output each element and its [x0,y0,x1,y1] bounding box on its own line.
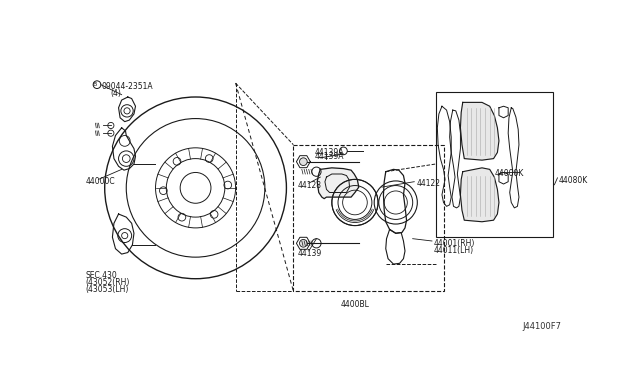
Text: (43052(RH): (43052(RH) [86,278,130,287]
Bar [293,145,444,291]
Text: 44001(RH): 44001(RH) [433,239,475,248]
Text: 44080K: 44080K [559,176,588,185]
Text: (43053(LH): (43053(LH) [86,285,129,294]
Text: 44011(LH): 44011(LH) [433,246,474,254]
Bar [436,92,553,237]
Text: 4400BL: 4400BL [340,300,369,309]
Text: (4): (4) [111,89,122,97]
Text: 09044-2351A: 09044-2351A [102,81,153,91]
Text: SEC.430: SEC.430 [86,271,117,280]
Polygon shape [460,102,499,160]
Text: 44139A: 44139A [314,152,344,161]
Polygon shape [460,168,499,222]
Text: 44000K: 44000K [494,169,524,177]
Text: 44139: 44139 [297,249,321,258]
Text: 44139A: 44139A [314,148,344,157]
Text: 44000C: 44000C [86,177,115,186]
Text: B: B [93,82,97,87]
Polygon shape [317,168,359,199]
Text: 44128: 44128 [297,181,321,190]
Circle shape [300,158,307,166]
Circle shape [300,240,307,247]
Text: 44122: 44122 [417,179,440,188]
Text: J44100F7: J44100F7 [522,322,561,331]
